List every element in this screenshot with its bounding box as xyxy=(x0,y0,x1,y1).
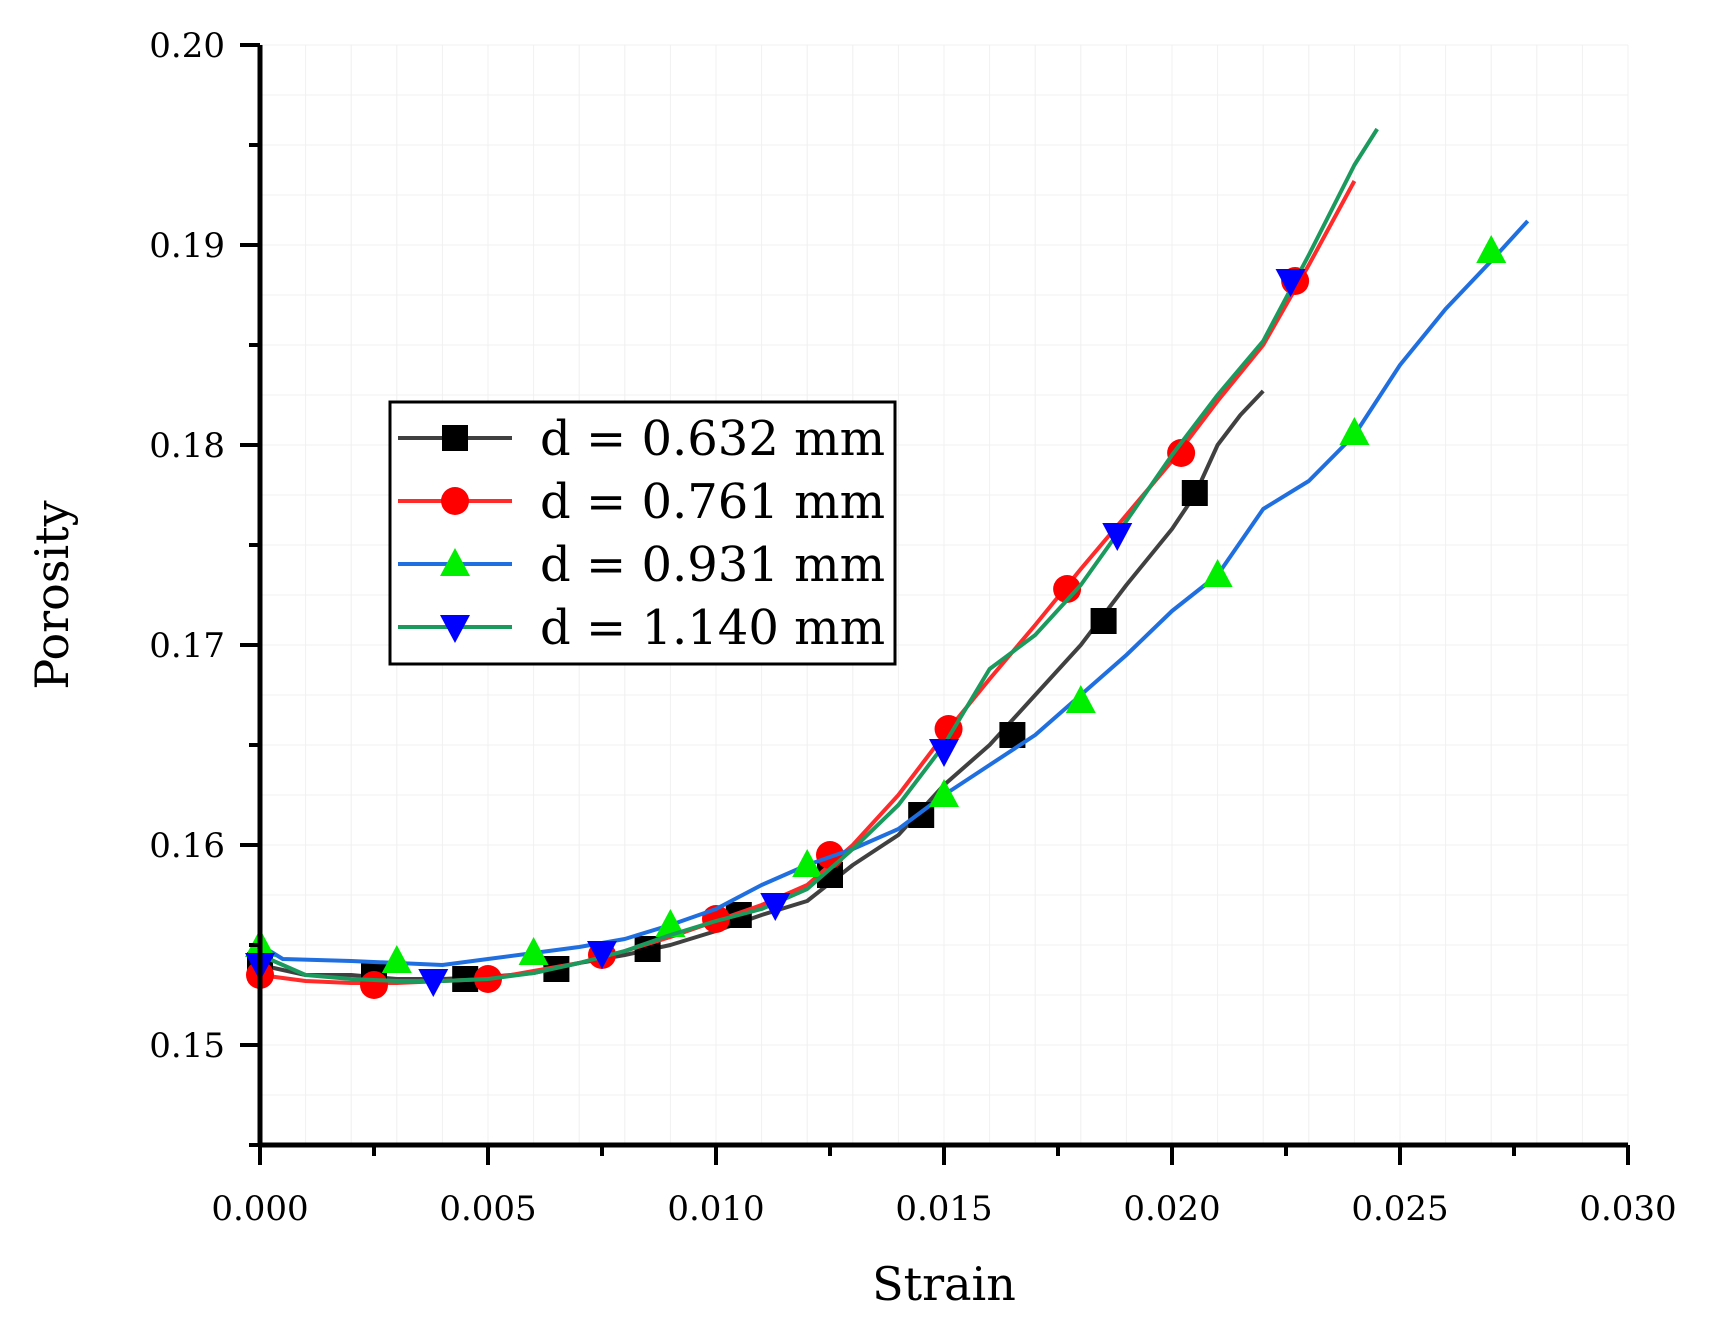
ticks-layer: 0.000 0.005 0.010 0.015 0.020 0.025 0.030 0.15 0… xyxy=(149,26,1676,1229)
data-point-marker xyxy=(1065,685,1096,713)
data-point-marker xyxy=(929,779,959,807)
legend-entry: d = 0.931 mm xyxy=(398,537,885,593)
series-layer xyxy=(245,127,1530,999)
legend-entry: d = 0.632 mm xyxy=(398,411,885,467)
data-point-marker xyxy=(418,969,449,997)
data-point-marker xyxy=(1275,269,1306,297)
data-point-marker xyxy=(792,849,823,877)
y-tick-label: 0.18 xyxy=(149,426,225,466)
legend-marker xyxy=(442,425,468,451)
data-point-marker xyxy=(1476,235,1507,263)
legend-marker xyxy=(440,548,470,576)
data-point-marker xyxy=(360,971,388,999)
series-4 xyxy=(245,127,1379,997)
legend: d = 0.632 mm d = 0.761 mm d = 0.931 mm d = … xyxy=(388,400,897,666)
y-axis-title: Porosity xyxy=(25,500,79,689)
legend-label: d = 0.632 mm xyxy=(540,411,885,467)
legend-box xyxy=(388,400,897,666)
x-tick-label: 0.015 xyxy=(895,1189,992,1229)
data-point-marker xyxy=(381,945,412,973)
x-tick-label: 0.000 xyxy=(211,1189,308,1229)
legend-label: d = 0.761 mm xyxy=(540,474,885,530)
y-tick-label: 0.15 xyxy=(149,1026,225,1066)
series-line xyxy=(258,219,1530,967)
data-point-marker xyxy=(760,893,791,921)
legend-label: d = 1.140 mm xyxy=(540,600,885,656)
data-point-marker xyxy=(655,909,686,937)
series-line xyxy=(259,127,1379,983)
y-tick-label: 0.19 xyxy=(149,226,225,266)
data-point-marker xyxy=(587,941,617,969)
data-point-marker xyxy=(1339,417,1370,445)
data-point-marker xyxy=(1202,559,1233,587)
y-tick-label: 0.16 xyxy=(149,826,225,866)
legend-marker xyxy=(440,615,470,643)
legend-marker xyxy=(441,487,469,515)
x-axis-title: Strain xyxy=(872,1257,1016,1311)
data-point-marker xyxy=(1167,439,1196,467)
data-point-marker xyxy=(929,739,959,767)
legend-label: d = 0.931 mm xyxy=(540,537,885,593)
y-tick-label: 0.17 xyxy=(149,626,225,666)
data-point-marker xyxy=(1102,523,1133,551)
x-tick-label: 0.020 xyxy=(1123,1189,1220,1229)
x-tick-label: 0.005 xyxy=(439,1189,536,1229)
series-3 xyxy=(245,219,1530,973)
x-tick-label: 0.030 xyxy=(1579,1189,1676,1229)
x-tick-label: 0.025 xyxy=(1351,1189,1448,1229)
legend-entry: d = 1.140 mm xyxy=(398,600,885,656)
data-point-marker xyxy=(1090,608,1117,634)
data-point-marker xyxy=(518,937,549,965)
x-tick-label: 0.010 xyxy=(667,1189,764,1229)
data-point-marker xyxy=(1181,480,1208,506)
y-tick-label: 0.20 xyxy=(149,26,225,66)
legend-entry: d = 0.761 mm xyxy=(398,474,885,530)
data-point-marker xyxy=(1053,575,1082,603)
